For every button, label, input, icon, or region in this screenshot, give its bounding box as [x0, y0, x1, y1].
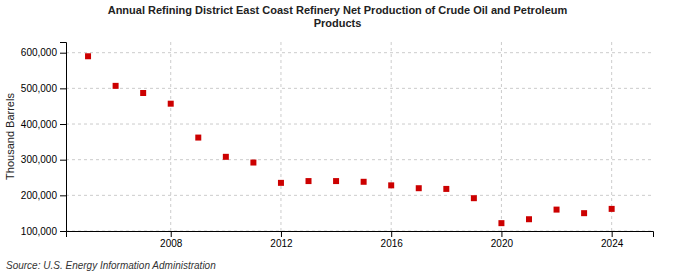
- tick-label: 2020: [491, 238, 514, 249]
- point: [333, 178, 339, 184]
- tick-label: 2024: [601, 238, 624, 249]
- source: Source: U.S. Energy Information Administ…: [6, 260, 216, 271]
- tick-label: 2012: [270, 238, 293, 249]
- point: [361, 179, 367, 185]
- tick: 600,000: [21, 47, 66, 58]
- tick: 300,000: [21, 154, 66, 165]
- chart: Annual Refining District East Coast Refi…: [0, 0, 675, 275]
- grid-line: [66, 124, 653, 125]
- plot: 2008 2012 2016 2020 2024 100,000 200,000 300,00…: [21, 42, 654, 249]
- point: [416, 185, 422, 191]
- tick: 400,000: [21, 119, 66, 130]
- tick-mark: [60, 160, 66, 161]
- point: [168, 101, 174, 107]
- grid-line: [280, 42, 281, 231]
- tick-label: 100,000: [21, 226, 58, 237]
- point: [140, 90, 146, 96]
- grid: [66, 42, 653, 231]
- point: [195, 135, 201, 141]
- tick-mark: [60, 231, 66, 232]
- marks: [85, 53, 615, 226]
- tick-label: 500,000: [21, 83, 58, 94]
- point: [443, 186, 449, 192]
- tick-mark: [612, 231, 613, 237]
- point: [581, 210, 587, 216]
- grid-line: [501, 42, 502, 231]
- point: [85, 53, 91, 59]
- axis-line: [60, 43, 67, 232]
- point: [554, 207, 560, 213]
- tick: 2016: [381, 231, 404, 249]
- y-axis-label: Thousand Barrels: [4, 93, 16, 180]
- point: [113, 83, 119, 89]
- axis-line: [67, 232, 654, 238]
- tick: 2020: [491, 231, 514, 249]
- tick-mark: [60, 53, 66, 54]
- tick: 200,000: [21, 190, 66, 201]
- point: [278, 180, 284, 186]
- point: [306, 178, 312, 184]
- point: [250, 160, 256, 166]
- tick: 2008: [160, 231, 183, 249]
- x-axis: 2008 2012 2016 2020 2024: [67, 231, 654, 249]
- tick: 2012: [270, 231, 293, 249]
- point: [609, 206, 615, 212]
- tick-mark: [60, 195, 66, 196]
- grid-line: [170, 42, 171, 231]
- point: [498, 220, 504, 226]
- point: [471, 195, 477, 201]
- tick-label: 200,000: [21, 190, 58, 201]
- tick-mark: [391, 231, 392, 237]
- grid-line: [66, 195, 653, 196]
- tick-label: 400,000: [21, 119, 58, 130]
- grid-line: [66, 159, 653, 160]
- tick-mark: [281, 231, 282, 237]
- tick: 2024: [601, 231, 624, 249]
- point: [526, 216, 532, 222]
- point: [223, 154, 229, 160]
- tick-mark: [60, 88, 66, 89]
- tick-mark: [60, 124, 66, 125]
- point: [388, 182, 394, 188]
- y-axis: 100,000 200,000 300,000 400,000 500,000 600,0…: [21, 43, 67, 237]
- title-line: Annual Refining District East Coast Refi…: [108, 4, 568, 16]
- grid-line: [391, 42, 392, 231]
- grid-line: [66, 88, 653, 89]
- title-line: Products: [314, 17, 362, 29]
- tick-label: 2008: [160, 238, 183, 249]
- title: Annual Refining District East Coast Refi…: [108, 4, 568, 29]
- tick-label: 600,000: [21, 47, 58, 58]
- tick: 500,000: [21, 83, 66, 94]
- tick-label: 2016: [381, 238, 404, 249]
- tick-label: 300,000: [21, 154, 58, 165]
- tick-mark: [501, 231, 502, 237]
- tick-mark: [171, 231, 172, 237]
- grid-line: [66, 52, 653, 53]
- tick: 100,000: [21, 226, 66, 237]
- grid-line: [611, 42, 612, 231]
